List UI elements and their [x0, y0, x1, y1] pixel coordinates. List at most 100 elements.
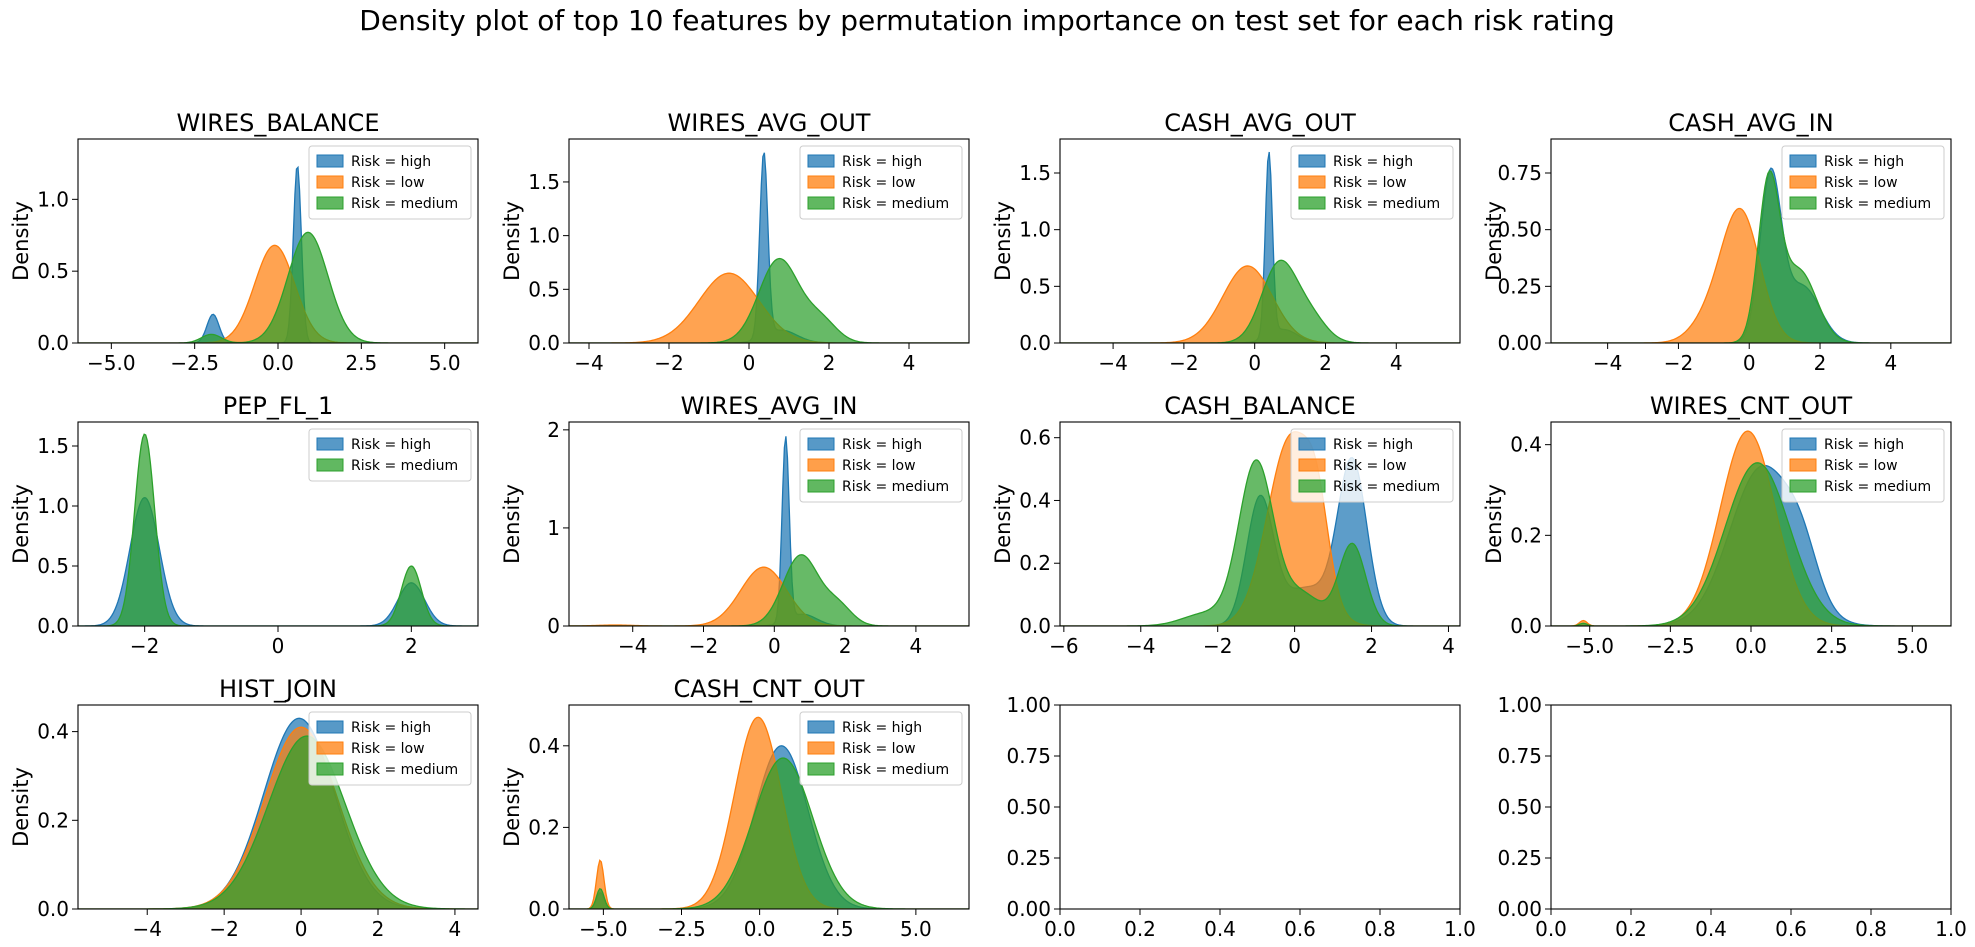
y-tick-label: 0.4	[1019, 488, 1051, 512]
subplot-title: CASH_BALANCE	[1164, 392, 1356, 420]
density-line-medium	[1551, 170, 1951, 343]
x-tick-label: 1.0	[1935, 917, 1967, 941]
y-tick-label: 0.00	[1006, 897, 1051, 921]
x-tick-label: 0	[1288, 634, 1301, 658]
legend-swatch-medium	[807, 762, 835, 776]
legend-swatch-high	[807, 720, 835, 734]
legend-label-medium: Risk = medium	[351, 762, 458, 778]
y-tick-label: 1.0	[37, 187, 69, 211]
legend-box	[799, 711, 963, 786]
density-series-medium	[78, 231, 478, 343]
density-area-medium	[1551, 462, 1951, 626]
x-tick-label: −5.0	[1565, 634, 1614, 658]
subplot-6: −4 −2 0 2 4 0 1 2 WIRES_AVG_IN Density Risk = high…	[500, 392, 970, 658]
x-tick-label: −2	[1169, 351, 1198, 375]
y-tick-label: 1.5	[1019, 161, 1051, 185]
axes-frame	[568, 421, 970, 627]
x-tick-label: 2	[839, 634, 852, 658]
x-tick-label: 0	[295, 917, 308, 941]
x-tick-label: 0.0	[262, 351, 294, 375]
y-axis-label: Density	[9, 201, 33, 281]
y-tick-label: 1.0	[1019, 218, 1051, 242]
axes-frame	[1059, 138, 1461, 344]
subplot-8: −5.0 −2.5 0.0 2.5 5.0 0.0 0.2 0.4 WIRES_CNT_OUT D…	[1482, 392, 1952, 658]
x-tick-label: 4	[1884, 351, 1897, 375]
legend-swatch-low	[807, 741, 835, 755]
x-tick-label: 0.2	[1124, 917, 1156, 941]
legend-label-medium: Risk = medium	[1333, 479, 1440, 495]
legend-swatch-high	[1298, 437, 1326, 451]
x-tick-label: 2	[1814, 351, 1827, 375]
density-area-low	[569, 567, 969, 626]
subplot-title: WIRES_CNT_OUT	[1650, 392, 1853, 420]
y-tick-label: 0.0	[1019, 614, 1051, 638]
x-tick-label: 5.0	[900, 917, 932, 941]
legend-label-medium: Risk = medium	[1333, 196, 1440, 212]
y-tick-label: 0.5	[37, 259, 69, 283]
legend-box	[308, 428, 472, 482]
x-tick-label: 5.0	[429, 351, 461, 375]
density-series-low	[78, 244, 478, 343]
y-tick-label: 0.5	[37, 554, 69, 578]
y-tick-label: 0.75	[1006, 744, 1051, 768]
legend-label-low: Risk = low	[1333, 175, 1407, 191]
y-tick-label: 0.25	[1497, 846, 1542, 870]
density-series-medium	[1060, 259, 1460, 343]
y-tick-label: 0.0	[1510, 614, 1542, 638]
x-tick-label: 0.8	[1855, 917, 1887, 941]
legend-swatch-medium	[1298, 479, 1326, 493]
y-tick-label: 1.5	[528, 170, 560, 194]
legend-swatch-medium	[316, 762, 344, 776]
y-tick-label: 0.25	[1497, 274, 1542, 298]
axes-frame	[568, 138, 970, 344]
x-tick-label: 0.8	[1364, 917, 1396, 941]
x-tick-label: −2	[209, 917, 238, 941]
legend-box	[799, 428, 963, 503]
legend-swatch-high	[807, 437, 835, 451]
x-tick-label: 0.6	[1284, 917, 1316, 941]
x-tick-label: 0.0	[744, 917, 776, 941]
density-line-high	[569, 152, 969, 343]
y-tick-label: 0.50	[1497, 795, 1542, 819]
y-tick-label: 0.00	[1497, 897, 1542, 921]
legend-swatch-medium	[807, 196, 835, 210]
y-tick-label: 0.0	[37, 331, 69, 355]
x-tick-label: 0.0	[1535, 917, 1567, 941]
density-series-medium	[569, 554, 969, 626]
legend-label-low: Risk = low	[1824, 175, 1898, 191]
x-tick-label: −2	[130, 634, 159, 658]
legend: Risk = high Risk = low Risk = medium	[308, 711, 472, 786]
legend-box	[308, 145, 472, 220]
axes-frame	[77, 704, 479, 910]
x-tick-label: −4	[1593, 351, 1622, 375]
y-tick-label: 0.50	[1497, 218, 1542, 242]
legend-swatch-high	[316, 437, 344, 451]
legend-box	[308, 711, 472, 786]
subplot-5: −2 0 2 0.0 0.5 1.0 1.5 PEP_FL_1 Density Risk = hi…	[9, 392, 479, 658]
legend-box	[799, 145, 963, 220]
x-tick-label: 2	[1319, 351, 1332, 375]
y-tick-label: 0.4	[37, 720, 69, 744]
legend-swatch-medium	[1298, 196, 1326, 210]
density-series-low	[1551, 207, 1951, 343]
legend-label-high: Risk = high	[351, 720, 431, 736]
legend-label-medium: Risk = medium	[1824, 479, 1931, 495]
legend-label-medium: Risk = medium	[1824, 196, 1931, 212]
subplot-title: CASH_CNT_OUT	[674, 675, 865, 703]
plot-area	[1551, 167, 1951, 343]
x-tick-label: 4	[1390, 351, 1403, 375]
density-line-low	[1551, 430, 1951, 626]
x-tick-label: 2	[823, 351, 836, 375]
subplot-3: −4 −2 0 2 4 0.0 0.5 1.0 1.5 CASH_AVG_OUT Density Ri…	[991, 109, 1461, 375]
y-axis-label: Density	[500, 201, 524, 281]
legend-swatch-medium	[316, 196, 344, 210]
y-tick-label: 0.4	[528, 734, 560, 758]
legend-label-medium: Risk = medium	[351, 196, 458, 212]
x-tick-label: −4	[1098, 351, 1127, 375]
legend-label-low: Risk = low	[1824, 458, 1898, 474]
y-tick-label: 0.5	[528, 277, 560, 301]
legend: Risk = high Risk = low Risk = medium	[1290, 428, 1454, 503]
axes-frame	[1059, 421, 1461, 627]
density-line-medium	[569, 257, 969, 343]
y-tick-label: 0.75	[1497, 744, 1542, 768]
